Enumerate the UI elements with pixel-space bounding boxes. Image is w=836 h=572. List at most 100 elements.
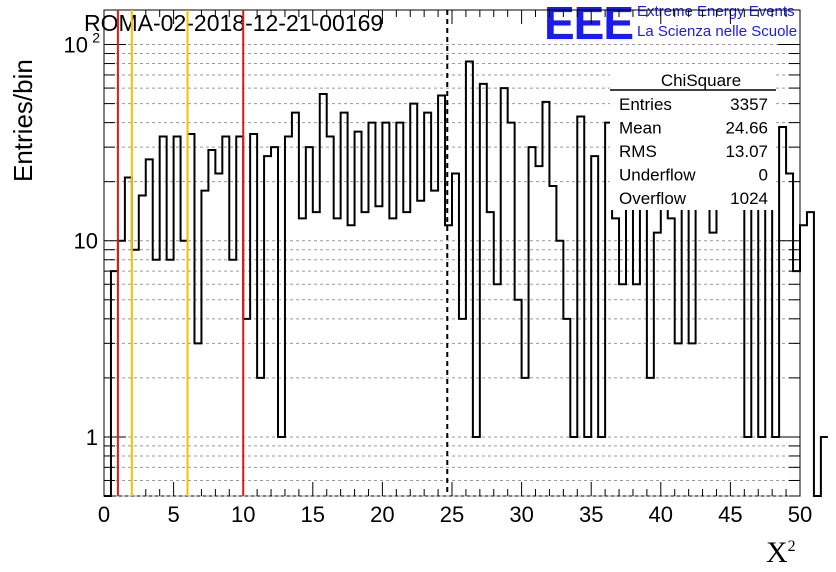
histogram-bin: [132, 250, 139, 496]
histogram-bin: [556, 241, 563, 496]
x-tick-label: 35: [579, 502, 603, 527]
histogram-bin: [334, 218, 341, 496]
histogram-bin: [264, 156, 271, 496]
x-tick-label: 50: [788, 502, 812, 527]
stats-value: 0: [759, 166, 768, 185]
histogram-bin: [584, 437, 591, 496]
histogram-bin: [466, 61, 473, 496]
histogram-bin: [271, 147, 278, 496]
histogram-bin: [675, 343, 682, 496]
histogram-bin: [793, 271, 800, 496]
histogram-bin: [382, 123, 389, 496]
histogram-bin: [375, 206, 382, 496]
histogram-bin: [598, 437, 605, 496]
x-tick-label: 45: [718, 502, 742, 527]
histogram-bin: [181, 241, 188, 496]
histogram-bin: [744, 437, 751, 496]
histogram-bin: [243, 319, 250, 496]
y-tick-label-exp: 2: [92, 30, 100, 46]
histogram-bin: [591, 156, 598, 496]
histogram-bin: [250, 134, 257, 496]
histogram-bin: [424, 113, 431, 496]
histogram-bin: [786, 174, 793, 496]
histogram-bin: [494, 284, 501, 496]
histogram-bin: [473, 437, 480, 496]
histogram-bin: [431, 191, 438, 496]
histogram-bin: [612, 218, 619, 496]
x-axis-label: X2: [766, 536, 796, 569]
histogram-bin: [396, 123, 403, 496]
histogram-bin: [501, 88, 508, 496]
histogram-bin: [452, 174, 459, 496]
histogram-bin: [716, 170, 723, 496]
histogram-bin: [362, 212, 369, 496]
histogram-bin: [563, 319, 570, 496]
stats-label: Entries: [619, 95, 672, 114]
x-tick-label: 10: [231, 502, 255, 527]
histogram-bin: [320, 94, 327, 496]
histogram-bin: [536, 166, 543, 496]
y-tick-label: 10: [64, 33, 88, 58]
stats-label: Underflow: [619, 166, 696, 185]
histogram-bin: [522, 378, 529, 496]
histogram-bin: [619, 284, 626, 496]
histogram-bin: [160, 136, 167, 496]
histogram-bin: [118, 241, 125, 496]
stats-label: RMS: [619, 142, 657, 161]
eee-logo-mark: EEE: [544, 0, 634, 49]
histogram-bin: [515, 300, 522, 496]
histogram-bin: [299, 218, 306, 496]
x-tick-label: 20: [370, 502, 394, 527]
histogram-bin: [355, 132, 362, 496]
histogram-bin: [167, 260, 174, 496]
histogram-bin: [577, 116, 584, 496]
x-tick-label: 5: [167, 502, 179, 527]
histogram-bin: [292, 113, 299, 496]
histogram-bin: [222, 136, 229, 496]
histogram-bin: [821, 437, 828, 496]
stats-value: 1024: [730, 189, 768, 208]
x-tick-label: 15: [301, 502, 325, 527]
histogram-bin: [201, 191, 208, 496]
histogram-bin: [570, 437, 577, 496]
histogram-bin: [341, 113, 348, 496]
stats-value: 3357: [730, 95, 768, 114]
stats-label: Mean: [619, 119, 662, 138]
histogram-bin: [689, 343, 696, 496]
histogram-bin: [139, 196, 146, 496]
histogram-bin: [389, 218, 396, 496]
histogram-bin: [146, 159, 153, 496]
histogram-bin: [668, 218, 675, 496]
histogram-bin: [647, 378, 654, 496]
histogram-bin: [529, 147, 536, 496]
histogram-bin: [153, 260, 160, 496]
histogram-bin: [125, 178, 132, 496]
histogram-bin: [480, 84, 487, 496]
x-tick-label: 0: [98, 502, 110, 527]
stats-value: 24.66: [725, 119, 768, 138]
histogram-bin: [487, 212, 494, 496]
histogram-bin: [758, 437, 765, 496]
x-tick-label: 40: [649, 502, 673, 527]
histogram-bin: [278, 437, 285, 496]
histogram-bin: [779, 127, 786, 496]
histogram-bin: [633, 284, 640, 496]
chart-title: ROMA-02-2018-12-21-00169: [84, 10, 384, 36]
histogram-bin: [800, 225, 807, 496]
stats-title: ChiSquare: [661, 71, 741, 90]
stats-box: [610, 70, 776, 210]
histogram-bin: [188, 134, 195, 496]
logo-line-2: La Scienza nelle Scuole: [637, 23, 798, 40]
histogram-bin: [459, 319, 466, 496]
histogram-bin: [438, 95, 445, 496]
y-tick-label: 10: [74, 229, 98, 254]
logo-line-1: Extreme Energy Events: [637, 3, 795, 20]
histogram-bin: [111, 271, 118, 496]
x-tick-label: 30: [509, 502, 533, 527]
histogram-bin: [327, 136, 334, 496]
histogram-bin: [542, 102, 549, 496]
histogram-bin: [229, 260, 236, 496]
histogram-bin: [194, 343, 201, 496]
stats-label: Overflow: [619, 189, 687, 208]
histogram-bin: [368, 123, 375, 496]
